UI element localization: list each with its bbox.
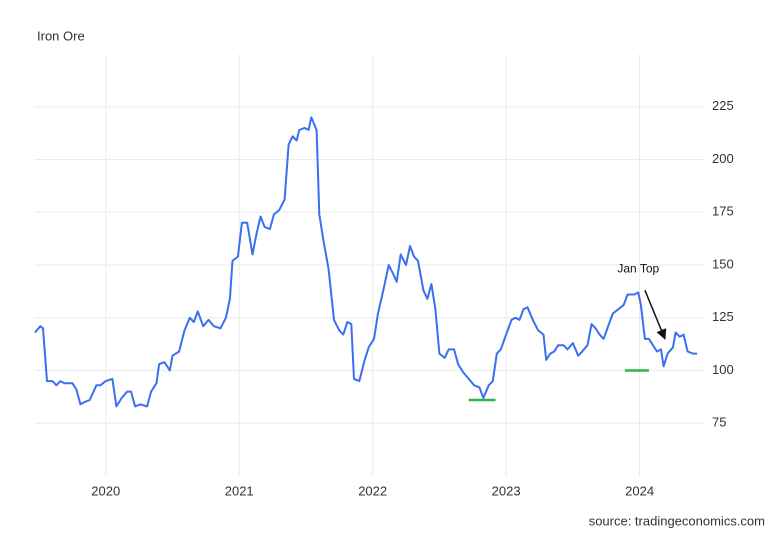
x-tick-label: 2022 <box>358 483 387 498</box>
x-tick-label: 2023 <box>492 483 521 498</box>
annotation: Jan Top <box>617 261 659 275</box>
y-tick-label: 125 <box>712 309 734 324</box>
y-tick-label: 200 <box>712 151 734 166</box>
chart-title: Iron Ore <box>37 28 85 43</box>
annotation-arrow <box>644 290 667 340</box>
source: source: tradingeconomics.com <box>589 513 765 528</box>
y-tick-label: 75 <box>712 415 726 430</box>
y-tick-label: 175 <box>712 204 734 219</box>
y-tick-label: 100 <box>712 362 734 377</box>
x-tick-label: 2021 <box>225 483 254 498</box>
y-tick-label: 150 <box>712 256 734 271</box>
x-tick-label: 2020 <box>91 483 120 498</box>
x-tick-label: 2024 <box>625 483 654 498</box>
y-tick-label: 225 <box>712 98 734 113</box>
price-line <box>34 116 697 408</box>
